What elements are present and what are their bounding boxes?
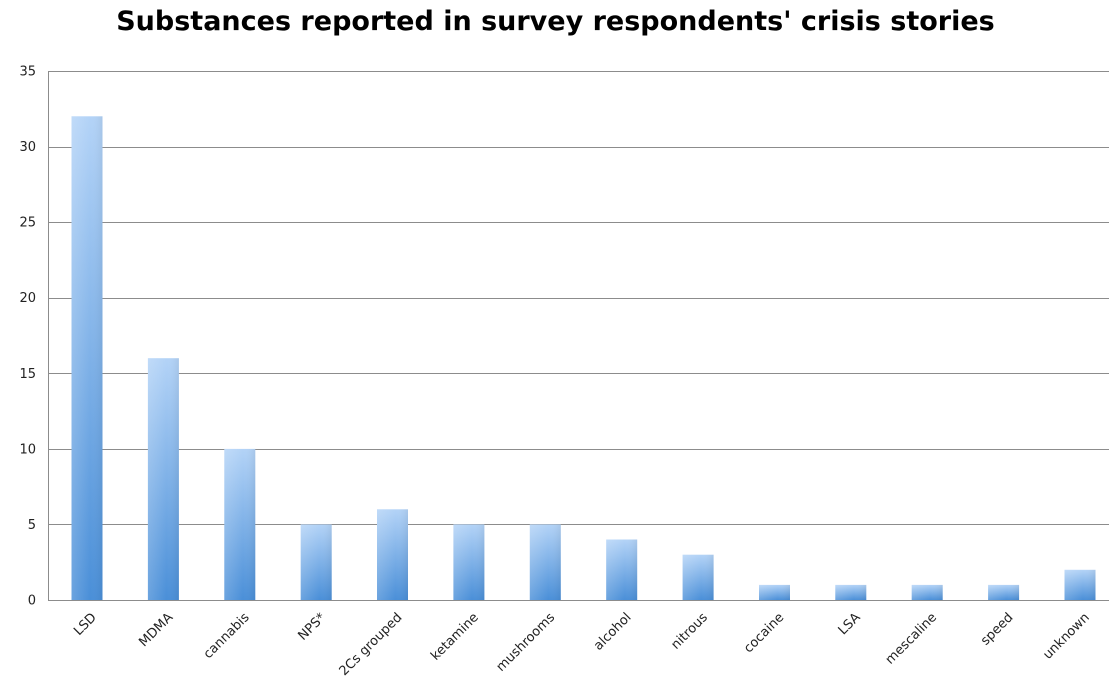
bar-highlight xyxy=(224,448,256,600)
y-tick-label: 10 xyxy=(19,442,36,457)
x-tick-label: 2Cs grouped xyxy=(337,610,406,679)
y-tick-label: 35 xyxy=(19,65,36,80)
bar-highlight xyxy=(606,539,638,600)
x-tick-label: mescaline xyxy=(883,610,940,667)
x-tick-label: LSD xyxy=(71,610,100,639)
bar-highlight xyxy=(911,584,943,600)
bar-highlight xyxy=(529,524,561,600)
x-tick-label: speed xyxy=(978,610,1016,648)
x-axis-labels: LSD MDMA cannabis NPS* 2Cs grouped ketamine mu… xyxy=(71,610,1093,679)
chart-title: Substances reported in survey respondent… xyxy=(116,6,995,37)
y-tick-label: 5 xyxy=(28,518,36,533)
x-tick-label: cannabis xyxy=(201,610,253,662)
gridlines xyxy=(48,71,1109,601)
x-tick-label: ketamine xyxy=(428,610,481,663)
bar-highlight xyxy=(453,524,485,600)
y-axis-ticks: 0 5 10 15 20 25 30 35 xyxy=(19,65,36,609)
y-tick-label: 0 xyxy=(28,594,36,609)
x-tick-label: cocaine xyxy=(741,610,787,656)
bar-highlight xyxy=(300,524,332,600)
bar-highlight xyxy=(682,554,714,600)
y-tick-label: 15 xyxy=(19,367,36,382)
x-tick-label: MDMA xyxy=(136,610,176,650)
x-tick-label: NPS* xyxy=(296,610,330,644)
x-tick-label: alcohol xyxy=(591,610,634,653)
bar-highlight xyxy=(988,584,1020,600)
bar-highlight xyxy=(147,358,179,600)
y-tick-label: 25 xyxy=(19,216,36,231)
bars xyxy=(71,116,1096,601)
x-tick-label: unknown xyxy=(1040,610,1092,662)
bar-highlight xyxy=(1064,569,1096,600)
y-tick-label: 20 xyxy=(19,291,36,306)
bar-highlight xyxy=(377,509,408,600)
x-tick-label: mushrooms xyxy=(494,610,559,675)
bar-highlight xyxy=(759,584,790,600)
y-tick-label: 30 xyxy=(19,140,36,155)
x-tick-label: nitrous xyxy=(668,610,711,653)
bar-highlight xyxy=(835,584,867,600)
bar-highlight xyxy=(71,116,103,601)
x-tick-label: LSA xyxy=(836,610,864,638)
